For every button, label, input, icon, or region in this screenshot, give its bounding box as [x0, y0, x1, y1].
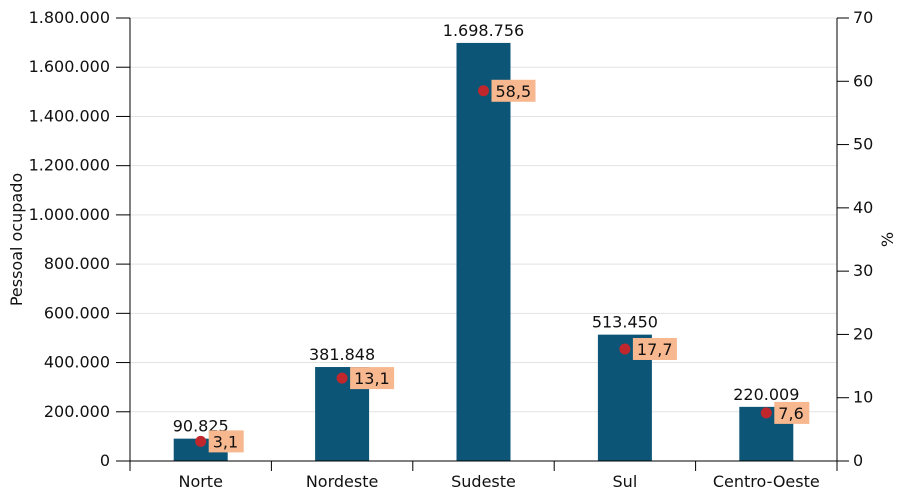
percent-point [478, 85, 489, 97]
y-right-tick-label: 10 [853, 388, 873, 407]
y-right-tick-label: 20 [853, 324, 873, 343]
y-right-tick-label: 60 [853, 71, 873, 90]
percent-point [760, 407, 772, 419]
percent-value-label: 3,1 [213, 432, 238, 451]
percent-label-background [350, 367, 395, 390]
y-right-tick-label: 50 [853, 135, 873, 154]
percent-point [336, 372, 348, 384]
x-tick-label: Norte [178, 472, 222, 491]
percent-label-background [208, 430, 244, 453]
x-tick-label: Nordeste [306, 472, 379, 491]
percent-point [195, 435, 207, 447]
percent-value-label: 13,1 [354, 369, 390, 388]
y-tick-label: 1.400.000 [29, 106, 110, 125]
percent-point [619, 343, 631, 355]
y-right-tick-label: 70 [853, 8, 873, 27]
percent-points: 3,1 13,1 58,5 17,7 7,6 [195, 79, 810, 453]
y-tick-label: 400.000 [44, 353, 110, 372]
y-tick-label: 1.200.000 [29, 156, 110, 175]
y-tick-label: 1.600.000 [29, 57, 110, 76]
bars [173, 42, 794, 462]
y-right-tick-label: 0 [853, 451, 863, 470]
axes [129, 18, 838, 462]
x-tick-label: Sudeste [451, 472, 516, 491]
y-tick-label: 800.000 [44, 254, 110, 273]
y-tick-label: 0 [100, 451, 110, 470]
y-axis-right-title: % [878, 232, 897, 247]
left-axis-ticks: 0 200.000 400.000 600.000 800.000 1.000.000 1.… [29, 8, 130, 470]
bar-value-label: 513.450 [592, 313, 658, 332]
percent-label-background [491, 79, 536, 102]
y-tick-label: 1.800.000 [29, 8, 110, 27]
x-tick-label: Centro-Oeste [713, 472, 820, 491]
y-tick-label: 200.000 [44, 402, 110, 421]
y-tick-label: 600.000 [44, 303, 110, 322]
percent-label-background [774, 401, 810, 424]
y-right-tick-label: 40 [853, 198, 873, 217]
bar [456, 42, 511, 462]
percent-value-label: 58,5 [496, 82, 532, 101]
bar-value-label: 220.009 [733, 385, 799, 404]
y-axis-title: Pessoal ocupado [7, 173, 26, 306]
bar-value-label: 1.698.756 [443, 21, 524, 40]
right-axis-ticks: 0 10 20 30 40 50 60 70 [837, 8, 873, 470]
percent-value-label: 7,6 [778, 404, 803, 423]
bar-value-label: 381.848 [309, 345, 375, 364]
percent-value-label: 17,7 [637, 340, 673, 359]
y-tick-label: 1.000.000 [29, 205, 110, 224]
x-axis-ticks: Norte Nordeste Sudeste Sul Centro-Oeste [129, 461, 838, 491]
percent-label-background [632, 337, 677, 360]
x-tick-label: Sul [613, 472, 638, 491]
y-right-tick-label: 30 [853, 261, 873, 280]
